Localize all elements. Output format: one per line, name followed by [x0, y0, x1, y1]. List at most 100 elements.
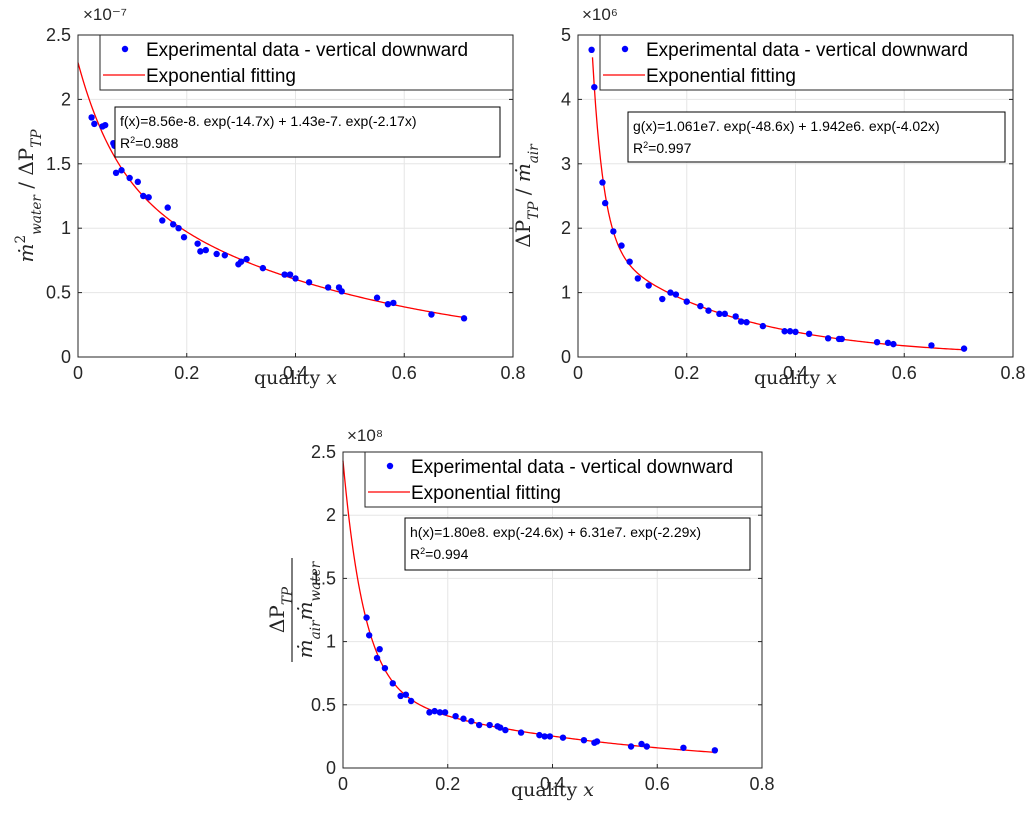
- y-axis-label: ΔPTP / ṁair: [511, 143, 542, 248]
- data-point: [591, 83, 598, 91]
- data-point: [338, 288, 345, 295]
- data-point: [721, 310, 729, 318]
- data-point: [180, 234, 188, 241]
- data-point: [732, 313, 739, 320]
- data-point: [705, 307, 712, 314]
- data-point: [559, 734, 567, 741]
- x-tick-label: 0.6: [892, 363, 917, 383]
- data-point: [281, 271, 288, 278]
- data-point: [960, 345, 968, 352]
- x-tick-label: 0.4: [783, 363, 808, 383]
- data-point: [890, 340, 897, 348]
- data-point: [536, 731, 543, 739]
- legend-label-data: Experimental data - vertical downward: [411, 457, 733, 478]
- data-point: [645, 282, 652, 289]
- data-point: [697, 302, 704, 310]
- x-tick-label: 0.8: [1000, 363, 1025, 383]
- y-tick-label: 1.5: [46, 154, 71, 174]
- y-tick-label: 4: [561, 89, 571, 109]
- data-point: [428, 311, 435, 318]
- data-point: [197, 248, 204, 255]
- data-point: [286, 271, 294, 278]
- data-point: [626, 258, 633, 265]
- data-point: [786, 328, 794, 335]
- x-tick-label: 0.4: [283, 363, 308, 383]
- data-point: [884, 339, 892, 347]
- x-tick-label: 0.2: [174, 363, 199, 383]
- data-point: [376, 645, 383, 653]
- data-point: [781, 328, 788, 335]
- data-point: [292, 275, 299, 282]
- y-tick-label: 1: [61, 218, 71, 238]
- x-tick-label: 0.4: [540, 774, 565, 794]
- data-point: [588, 46, 595, 54]
- fit-equation: h(x)=1.80e8. exp(-24.6x) + 6.31e7. exp(-…: [410, 524, 701, 540]
- legend-box: [599, 34, 1014, 91]
- data-point: [517, 729, 525, 736]
- x-tick-label: 0: [73, 363, 83, 383]
- data-point: [716, 310, 723, 318]
- data-point: [475, 721, 483, 729]
- data-point: [502, 726, 509, 734]
- data-point: [824, 335, 832, 342]
- data-point: [164, 204, 171, 211]
- legend-label-fit: Exponential fitting: [146, 66, 296, 87]
- x-tick-label: 0.8: [749, 774, 774, 794]
- r-squared: R2=0.994: [410, 546, 469, 562]
- data-point: [599, 179, 606, 186]
- data-point: [468, 718, 475, 725]
- data-point: [838, 335, 845, 343]
- legend-box: [364, 451, 763, 508]
- y-tick-label: 1: [561, 283, 571, 303]
- y-tick-label: 0.5: [46, 283, 71, 303]
- data-point: [402, 691, 410, 698]
- data-point: [145, 194, 152, 201]
- data-point: [683, 298, 690, 305]
- plot-right-top: 0 0.2 0.4 0.6 0.8 0 1 2 3 4 5 ×10⁶ Experimental data…: [511, 5, 1026, 389]
- data-point: [928, 342, 935, 349]
- y-tick-label: 2.5: [311, 442, 336, 462]
- data-point: [305, 279, 313, 286]
- x-tick-label: 0: [338, 774, 348, 794]
- data-point: [601, 199, 609, 207]
- y-tick-label: 1.5: [311, 568, 336, 588]
- data-point: [460, 715, 467, 722]
- data-point: [221, 252, 229, 259]
- data-point: [426, 709, 433, 716]
- annotation-box: [114, 106, 501, 158]
- data-point: [140, 192, 147, 200]
- data-point: [112, 169, 120, 177]
- fit-equation: g(x)=1.061e7. exp(-48.6x) + 1.942e6. exp…: [633, 118, 940, 134]
- data-point: [634, 275, 642, 282]
- y-axis-label: ṁ2water / ΔPTP: [13, 129, 45, 263]
- data-point: [389, 680, 396, 687]
- x-tick-label: 0.6: [392, 363, 417, 383]
- data-point: [873, 338, 881, 346]
- data-point: [134, 178, 142, 186]
- y-tick-label: 2: [61, 89, 71, 109]
- data-point: [324, 284, 332, 291]
- data-point: [397, 692, 404, 700]
- x-tick-label: 0.6: [645, 774, 670, 794]
- y-tick-label: 0.5: [311, 695, 336, 715]
- y-axis-label-text: ΔPTP: [265, 586, 296, 633]
- x-axis-label: quality x: [511, 779, 594, 801]
- legend-label-fit: Exponential fitting: [646, 66, 796, 87]
- data-point: [643, 743, 650, 750]
- data-point: [101, 121, 109, 129]
- data-point: [365, 632, 373, 639]
- data-point: [737, 318, 745, 325]
- data-point: [436, 709, 444, 716]
- data-point: [363, 614, 370, 621]
- data-point: [792, 328, 799, 336]
- y-tick-label: 0: [561, 347, 571, 367]
- data-point: [407, 697, 415, 705]
- y-axis-label-text: ṁairṁwater: [293, 560, 324, 658]
- data-point: [175, 225, 182, 232]
- x-tick-label: 0.2: [435, 774, 460, 794]
- data-point: [194, 240, 201, 247]
- legend-label-data: Experimental data - vertical downward: [646, 40, 968, 61]
- data-point: [373, 654, 381, 662]
- r-squared: R2=0.997: [633, 140, 692, 156]
- data-point: [384, 300, 392, 308]
